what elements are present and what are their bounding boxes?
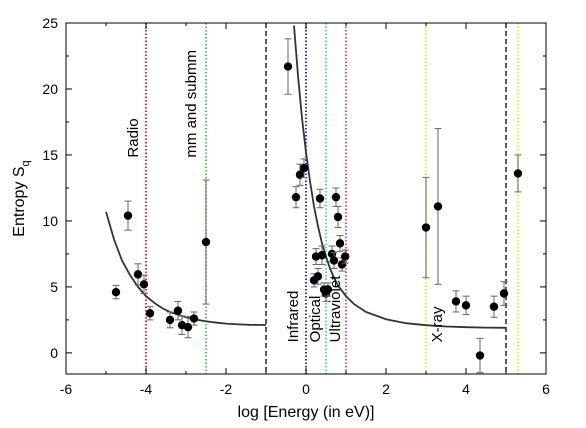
y-axis-title: Entropy Sq <box>11 160 32 236</box>
data-point-18 <box>315 194 325 203</box>
data-point-27 <box>335 239 345 248</box>
data-point-28 <box>337 260 347 269</box>
data-point-22 <box>323 285 333 294</box>
data-point-36 <box>499 289 509 298</box>
data-point-33 <box>461 301 471 310</box>
data-point-13 <box>295 170 305 179</box>
x-tick-label: 4 <box>462 381 470 397</box>
data-point-26 <box>333 212 343 222</box>
data-point-29 <box>341 252 350 261</box>
fit-curve-1 <box>293 25 507 329</box>
y-tick-label: 5 <box>50 279 58 295</box>
region-label-2: Infrared <box>285 291 302 343</box>
x-tick-label: -2 <box>220 381 233 397</box>
axis-ticks: -6 -4 -2 0 2 4 6 0 5 10 15 20 25 <box>42 15 550 397</box>
data-point-17 <box>313 272 323 281</box>
data-point-1 <box>123 211 133 220</box>
x-tick-label: 0 <box>302 381 310 397</box>
fit-curves <box>105 25 507 329</box>
region-label-5: X-ray <box>429 306 446 342</box>
x-tick-label: -6 <box>60 381 73 397</box>
data-point-2 <box>133 270 143 279</box>
data-point-31 <box>433 202 443 211</box>
data-point-14 <box>299 163 309 173</box>
fit-curve-0 <box>105 211 267 326</box>
y-axis-title-main: Entropy S <box>11 166 28 236</box>
y-tick-label: 10 <box>42 213 58 229</box>
x-tick-label: 2 <box>382 381 390 397</box>
region-label-4: Ultraviolet <box>327 275 344 343</box>
data-point-30 <box>421 223 431 232</box>
data-point-0 <box>111 287 121 297</box>
region-labels: Radio mm and submm Infrared Optical Ultravio… <box>125 50 446 342</box>
x-axis-title: log [Energy (in eV)] <box>238 404 375 421</box>
data-point-32 <box>451 297 461 306</box>
data-point-35 <box>489 302 499 311</box>
data-point-4 <box>145 309 155 318</box>
data-points <box>111 38 523 374</box>
x-tick-label: -4 <box>140 381 153 397</box>
y-tick-label: 25 <box>42 15 58 31</box>
y-tick-label: 0 <box>50 345 58 361</box>
region-label-0: Radio <box>125 118 142 157</box>
data-point-24 <box>329 256 339 265</box>
y-axis-title-subscript: q <box>20 160 32 166</box>
data-point-37 <box>513 169 523 178</box>
x-tick-label: 6 <box>542 381 550 397</box>
data-point-5 <box>165 315 175 325</box>
data-point-34 <box>475 351 485 360</box>
data-point-25 <box>331 192 341 202</box>
data-point-6 <box>173 306 183 315</box>
y-tick-label: 20 <box>42 81 58 97</box>
region-label-3: Optical <box>307 296 324 343</box>
data-point-11 <box>283 62 293 71</box>
y-tick-label: 15 <box>42 147 58 163</box>
data-point-8 <box>183 322 193 332</box>
region-label-1: mm and submm <box>183 50 200 158</box>
data-point-19 <box>317 251 327 260</box>
data-point-10 <box>201 237 211 247</box>
data-point-9 <box>189 314 199 323</box>
data-point-3 <box>139 280 149 289</box>
data-point-12 <box>291 192 301 202</box>
